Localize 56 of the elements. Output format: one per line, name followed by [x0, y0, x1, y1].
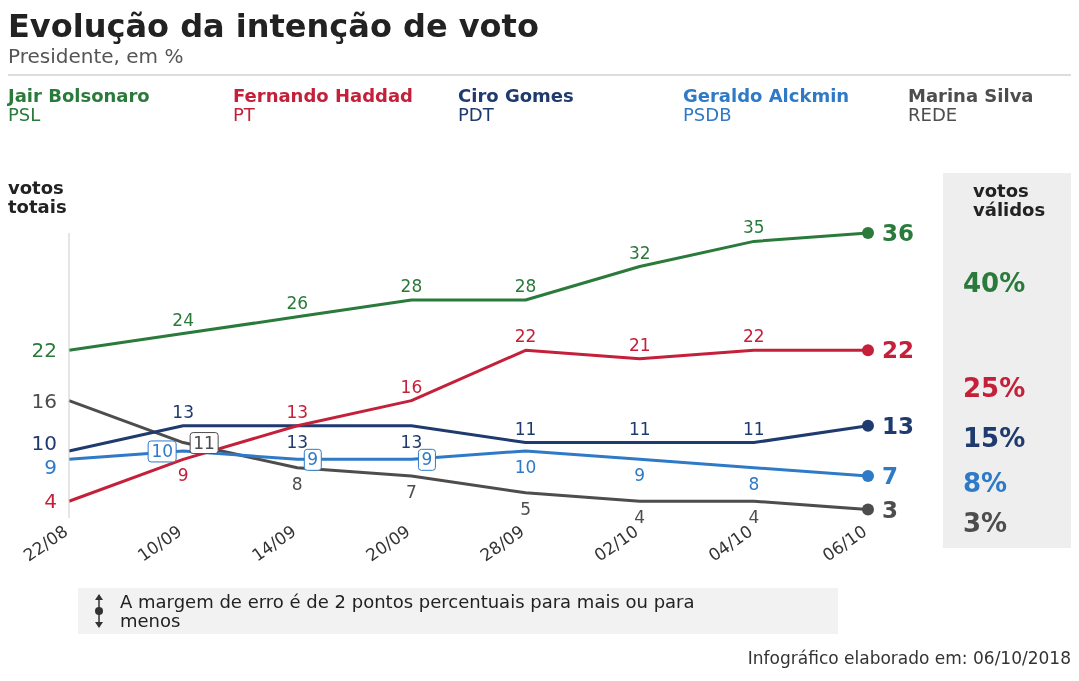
- chart-title: Evolução da intenção de voto: [8, 7, 540, 45]
- text: Infográfico elaborado em: 06/10/2018: [747, 648, 1071, 668]
- data-label: 9: [421, 449, 433, 470]
- text: Fernando Haddad PT: [233, 85, 414, 125]
- data-label: 11: [193, 432, 215, 453]
- data-label: 4: [634, 507, 646, 528]
- data-label: 13: [286, 431, 309, 452]
- data-label: 9: [307, 449, 319, 470]
- data-label: 4: [44, 489, 57, 514]
- data-label: 35: [743, 217, 765, 238]
- data-label: 13: [400, 431, 423, 452]
- text: A margem de erro é de 2 pontos percentuais para mais ou para menos: [120, 591, 696, 631]
- data-label: 8: [748, 473, 760, 494]
- text: Geraldo Alckmin PSDB: [683, 85, 851, 125]
- text: 40%: [963, 268, 1026, 298]
- chart-subtitle: Presidente, em %: [8, 44, 1071, 76]
- data-label: 24: [172, 309, 194, 330]
- data-label: 9: [634, 465, 646, 486]
- data-label: 28: [400, 276, 423, 297]
- text: Marina Silva REDE: [908, 85, 1035, 125]
- data-label: 4: [748, 507, 760, 528]
- data-label: 10: [31, 430, 57, 455]
- data-label: 11: [743, 418, 765, 439]
- data-label: 9: [177, 465, 189, 486]
- data-label: 22: [743, 326, 765, 347]
- data-label: 13: [286, 401, 309, 422]
- text: 3%: [963, 508, 1008, 538]
- data-label: 16: [31, 388, 57, 413]
- data-label: 7: [882, 463, 899, 490]
- text: Jair Bolsonaro PSL: [8, 85, 151, 125]
- data-label: 13: [882, 412, 915, 439]
- y-axis-title: votos totais: [8, 177, 68, 217]
- text: 15%: [963, 423, 1026, 453]
- data-label: 28: [514, 276, 537, 297]
- data-label: 13: [172, 401, 194, 422]
- data-label: 10: [514, 456, 537, 477]
- data-label: 22: [514, 326, 537, 347]
- data-label: 26: [286, 292, 309, 313]
- text: 25%: [963, 373, 1026, 403]
- data-label: 16: [400, 376, 423, 397]
- data-label: 22: [882, 337, 915, 364]
- data-label: 5: [520, 498, 531, 519]
- text: Ciro Gomes PDT: [458, 85, 575, 125]
- data-label: 22: [31, 338, 57, 363]
- data-label: 8: [291, 473, 303, 494]
- data-label: 36: [882, 220, 915, 246]
- data-label: 32: [628, 242, 651, 263]
- data-label: 10: [151, 440, 174, 461]
- text: 8%: [963, 468, 1008, 498]
- data-label: 21: [628, 334, 651, 355]
- data-label: 7: [406, 482, 417, 503]
- text: votos válidos: [972, 179, 1047, 220]
- data-label: 3: [882, 496, 899, 523]
- data-label: 9: [44, 455, 57, 480]
- data-label: 11: [514, 418, 537, 439]
- data-label: 11: [628, 418, 651, 439]
